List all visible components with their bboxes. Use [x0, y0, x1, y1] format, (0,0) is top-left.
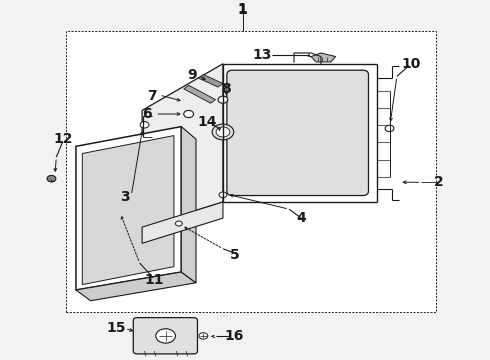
Polygon shape [142, 202, 223, 243]
Polygon shape [198, 75, 223, 87]
Text: 11: 11 [145, 273, 164, 287]
Text: 3: 3 [120, 190, 130, 204]
Text: 6: 6 [142, 107, 152, 121]
Circle shape [175, 221, 182, 226]
Polygon shape [76, 272, 196, 301]
Circle shape [184, 111, 194, 118]
Bar [66, 31, 436, 311]
Circle shape [156, 329, 175, 343]
Polygon shape [82, 136, 174, 285]
Text: 4: 4 [296, 211, 306, 225]
Text: 16: 16 [224, 329, 244, 343]
Circle shape [216, 127, 230, 137]
Polygon shape [142, 64, 223, 227]
Text: 10: 10 [402, 57, 421, 71]
Text: 1: 1 [238, 2, 247, 16]
Circle shape [219, 192, 227, 198]
Polygon shape [311, 53, 336, 62]
Text: 1: 1 [238, 3, 247, 17]
Polygon shape [181, 127, 196, 283]
Polygon shape [76, 127, 181, 290]
Circle shape [140, 122, 149, 128]
Text: 8: 8 [221, 82, 231, 96]
Text: 2: 2 [434, 175, 443, 189]
Circle shape [212, 124, 234, 140]
Circle shape [218, 96, 228, 103]
Text: 9: 9 [187, 68, 197, 81]
Text: 15: 15 [106, 321, 126, 336]
Text: 12: 12 [53, 132, 73, 146]
Text: 5: 5 [230, 248, 240, 262]
Text: 13: 13 [252, 49, 272, 63]
FancyBboxPatch shape [227, 70, 368, 195]
Circle shape [385, 125, 394, 132]
Text: 14: 14 [197, 115, 217, 129]
Polygon shape [184, 85, 216, 103]
Circle shape [47, 175, 56, 182]
Circle shape [199, 333, 208, 339]
FancyBboxPatch shape [133, 318, 197, 354]
Text: 7: 7 [147, 89, 157, 103]
